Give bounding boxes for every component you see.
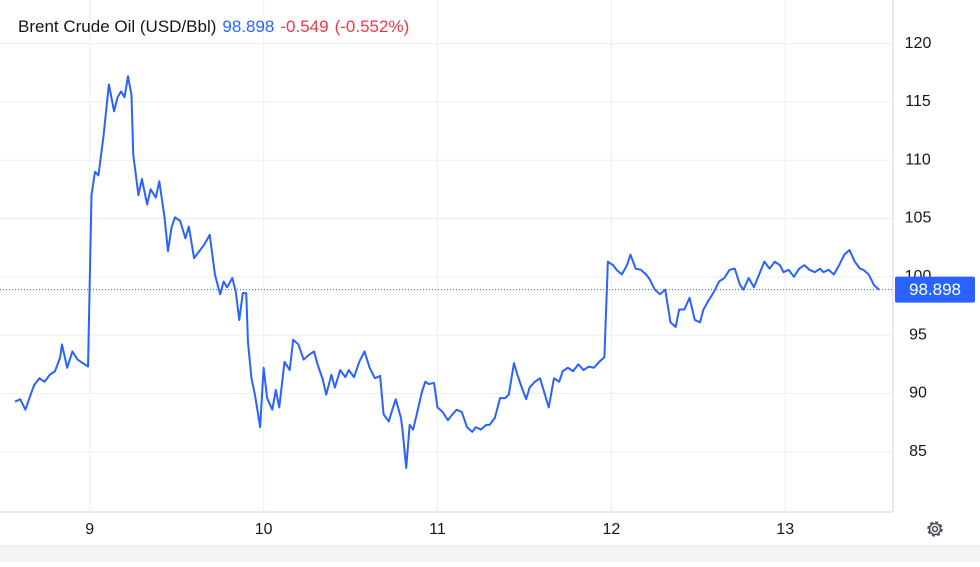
- y-tick-label: 85: [909, 443, 927, 460]
- y-tick-label: 115: [905, 93, 931, 110]
- settings-icon[interactable]: [927, 521, 943, 537]
- x-tick-label: 13: [776, 521, 794, 538]
- last-price-box: [895, 276, 975, 303]
- last-price-label: 98.898: [909, 280, 961, 299]
- y-tick-label: 105: [905, 210, 932, 227]
- x-tick-label: 9: [85, 521, 94, 538]
- y-tick-label: 95: [909, 326, 927, 343]
- header: Brent Crude Oil (USD/Bbl) 98.898 -0.549 (-0…: [18, 17, 415, 37]
- x-tick-label: 10: [255, 521, 273, 538]
- last-price: 98.898: [222, 17, 275, 36]
- change: -0.549: [280, 17, 329, 36]
- bottom-bar: [0, 546, 980, 562]
- x-tick-label: 12: [602, 521, 620, 538]
- title: Brent Crude Oil (USD/Bbl): [18, 17, 217, 36]
- price-line: [14, 75, 880, 470]
- change-percent: (-0.552%): [334, 17, 410, 36]
- x-tick-label: 11: [429, 521, 446, 538]
- grid: [0, 0, 893, 512]
- y-tick-label: 120: [905, 35, 932, 52]
- y-tick-label: 110: [905, 151, 931, 168]
- y-tick-label: 90: [909, 385, 927, 402]
